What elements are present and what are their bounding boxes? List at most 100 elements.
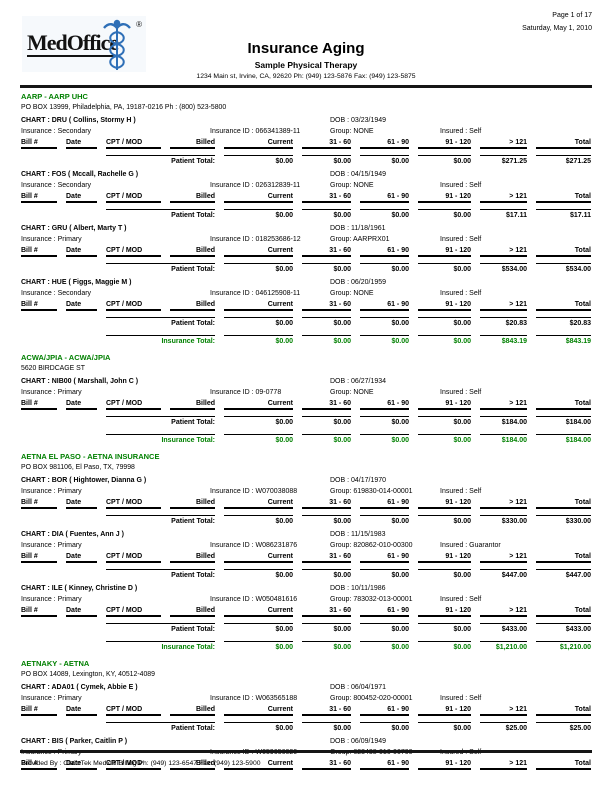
column-header: Bill #: [21, 499, 57, 509]
chart-insurance-id: Insurance ID : 066341389-11: [210, 128, 301, 135]
aging-value: $534.00: [480, 263, 527, 273]
aging-value: $184.00: [480, 416, 527, 426]
column-header: 61 - 90: [360, 400, 409, 410]
column-header: Billed: [170, 706, 215, 716]
aging-value: $534.00: [536, 263, 591, 273]
aging-value: $0.00: [224, 263, 293, 273]
chart-insurance-row: Insurance : Primary Insurance ID : 09-077…: [21, 389, 591, 396]
aging-value: $0.00: [224, 569, 293, 579]
column-header: Billed: [170, 499, 215, 509]
section-heading: AETNAKY - AETNA: [21, 659, 90, 668]
chart-insurance-row: Insurance : Primary Insurance ID : W07003…: [21, 488, 591, 495]
column-header: > 121: [480, 607, 527, 617]
aging-value: $0.00: [302, 623, 351, 633]
column-header: Bill #: [21, 553, 57, 563]
aging-value: $271.25: [480, 155, 527, 165]
aging-value: $0.00: [224, 515, 293, 525]
patient-chart-row: CHART : DRU ( Collins, Stormy H ) DOB : 0…: [21, 117, 591, 124]
column-header: > 121: [480, 247, 527, 257]
chart-insured: Insured : Self: [440, 596, 482, 603]
aging-value: $0.00: [360, 641, 409, 651]
patient-total-label: Patient Total:: [106, 623, 215, 633]
medoffice-logo: MedOffice ®: [22, 16, 146, 72]
aging-value: $330.00: [480, 515, 527, 525]
chart-insured: Insured : Self: [440, 488, 482, 495]
aging-value: $184.00: [480, 434, 527, 444]
aging-value: $271.25: [536, 155, 591, 165]
column-header: 31 - 60: [302, 553, 351, 563]
aging-table-header: Bill # Date CPT / MOD Billed Current 31 - 60 6…: [21, 193, 591, 203]
aging-table-header: Bill # Date CPT / MOD Billed Current 31 - 60 6…: [21, 400, 591, 410]
column-header: > 121: [480, 553, 527, 563]
column-header: 61 - 90: [360, 499, 409, 509]
column-header: Date: [66, 139, 97, 149]
patient-chart-row: CHART : BIS ( Parker, Caitlin P ) DOB : 0…: [21, 738, 591, 745]
chart-insurance-row: Insurance : Primary Insurance ID : W06356…: [21, 695, 591, 702]
aging-value: $20.83: [536, 317, 591, 327]
column-header: CPT / MOD: [106, 400, 161, 410]
column-header: Current: [224, 607, 293, 617]
aging-value: $0.00: [302, 434, 351, 444]
column-header: > 121: [480, 706, 527, 716]
column-header: 61 - 90: [360, 553, 409, 563]
patient-total-label: Patient Total:: [106, 263, 215, 273]
column-header: 31 - 60: [302, 301, 351, 311]
patient-chart-row: CHART : NIB00 ( Marshall, John C ) DOB : …: [21, 378, 591, 385]
aging-value: $0.00: [360, 263, 409, 273]
practice-name: Sample Physical Therapy: [254, 60, 358, 70]
aging-value: $184.00: [536, 434, 591, 444]
aging-table-header: Bill # Date CPT / MOD Billed Current 31 - 60 6…: [21, 760, 591, 770]
logo-text: MedOffice: [27, 30, 119, 57]
chart-label: CHART : BOR ( Hightower, Dianna G ): [21, 477, 147, 484]
aging-table-header: Bill # Date CPT / MOD Billed Current 31 - 60 6…: [21, 139, 591, 149]
chart-group: Group: NONE: [330, 128, 374, 135]
aging-value: $0.00: [418, 623, 471, 633]
column-header: Date: [66, 301, 97, 311]
chart-group: Group: NONE: [330, 182, 374, 189]
patient-total-label: Patient Total:: [106, 416, 215, 426]
chart-insured: Insured : Self: [440, 389, 482, 396]
chart-insured: Insured : Self: [440, 695, 482, 702]
insurance-total-row: Insurance Total: $0.00 $0.00 $0.00 $0.00 $843…: [21, 335, 591, 345]
chart-label: CHART : BIS ( Parker, Caitlin P ): [21, 738, 128, 745]
column-header: 91 - 120: [418, 247, 471, 257]
aging-value: $0.00: [302, 416, 351, 426]
chart-insurance: Insurance : Primary: [21, 596, 82, 603]
column-header: 31 - 60: [302, 139, 351, 149]
aging-value: $0.00: [360, 722, 409, 732]
column-header: Total: [536, 193, 591, 203]
column-header: Current: [224, 301, 293, 311]
patient-total-row: Patient Total: $0.00 $0.00 $0.00 $0.00 $25.00…: [21, 722, 591, 732]
aging-value: $0.00: [224, 335, 293, 345]
column-header: Bill #: [21, 139, 57, 149]
aging-value: $1,210.00: [480, 641, 527, 651]
aging-value: $0.00: [418, 434, 471, 444]
column-header: 61 - 90: [360, 760, 409, 770]
column-header: 31 - 60: [302, 607, 351, 617]
chart-insured: Insured : Guarantor: [440, 542, 501, 549]
column-header: 91 - 120: [418, 607, 471, 617]
aging-value: $0.00: [302, 263, 351, 273]
column-header: 61 - 90: [360, 247, 409, 257]
aging-value: $0.00: [360, 434, 409, 444]
patient-total-label: Patient Total:: [106, 317, 215, 327]
header-rule: [20, 85, 592, 88]
aging-table-header: Bill # Date CPT / MOD Billed Current 31 - 60 6…: [21, 607, 591, 617]
chart-insurance-id: Insurance ID : 026312839-11: [210, 182, 301, 189]
column-header: 91 - 120: [418, 193, 471, 203]
aging-value: $0.00: [224, 722, 293, 732]
chart-dob: DOB : 10/11/1986: [330, 585, 386, 592]
chart-dob: DOB : 11/18/1961: [330, 225, 386, 232]
aging-value: $0.00: [302, 722, 351, 732]
column-header: > 121: [480, 193, 527, 203]
chart-dob: DOB : 06/20/1959: [330, 279, 387, 286]
column-header: Current: [224, 499, 293, 509]
aging-table-header: Bill # Date CPT / MOD Billed Current 31 - 60 6…: [21, 706, 591, 716]
column-header: Total: [536, 247, 591, 257]
aging-value: $433.00: [480, 623, 527, 633]
registered-mark: ®: [136, 20, 142, 29]
aging-value: $0.00: [302, 569, 351, 579]
column-header: > 121: [480, 760, 527, 770]
chart-dob: DOB : 03/23/1949: [330, 117, 387, 124]
column-header: Date: [66, 706, 97, 716]
